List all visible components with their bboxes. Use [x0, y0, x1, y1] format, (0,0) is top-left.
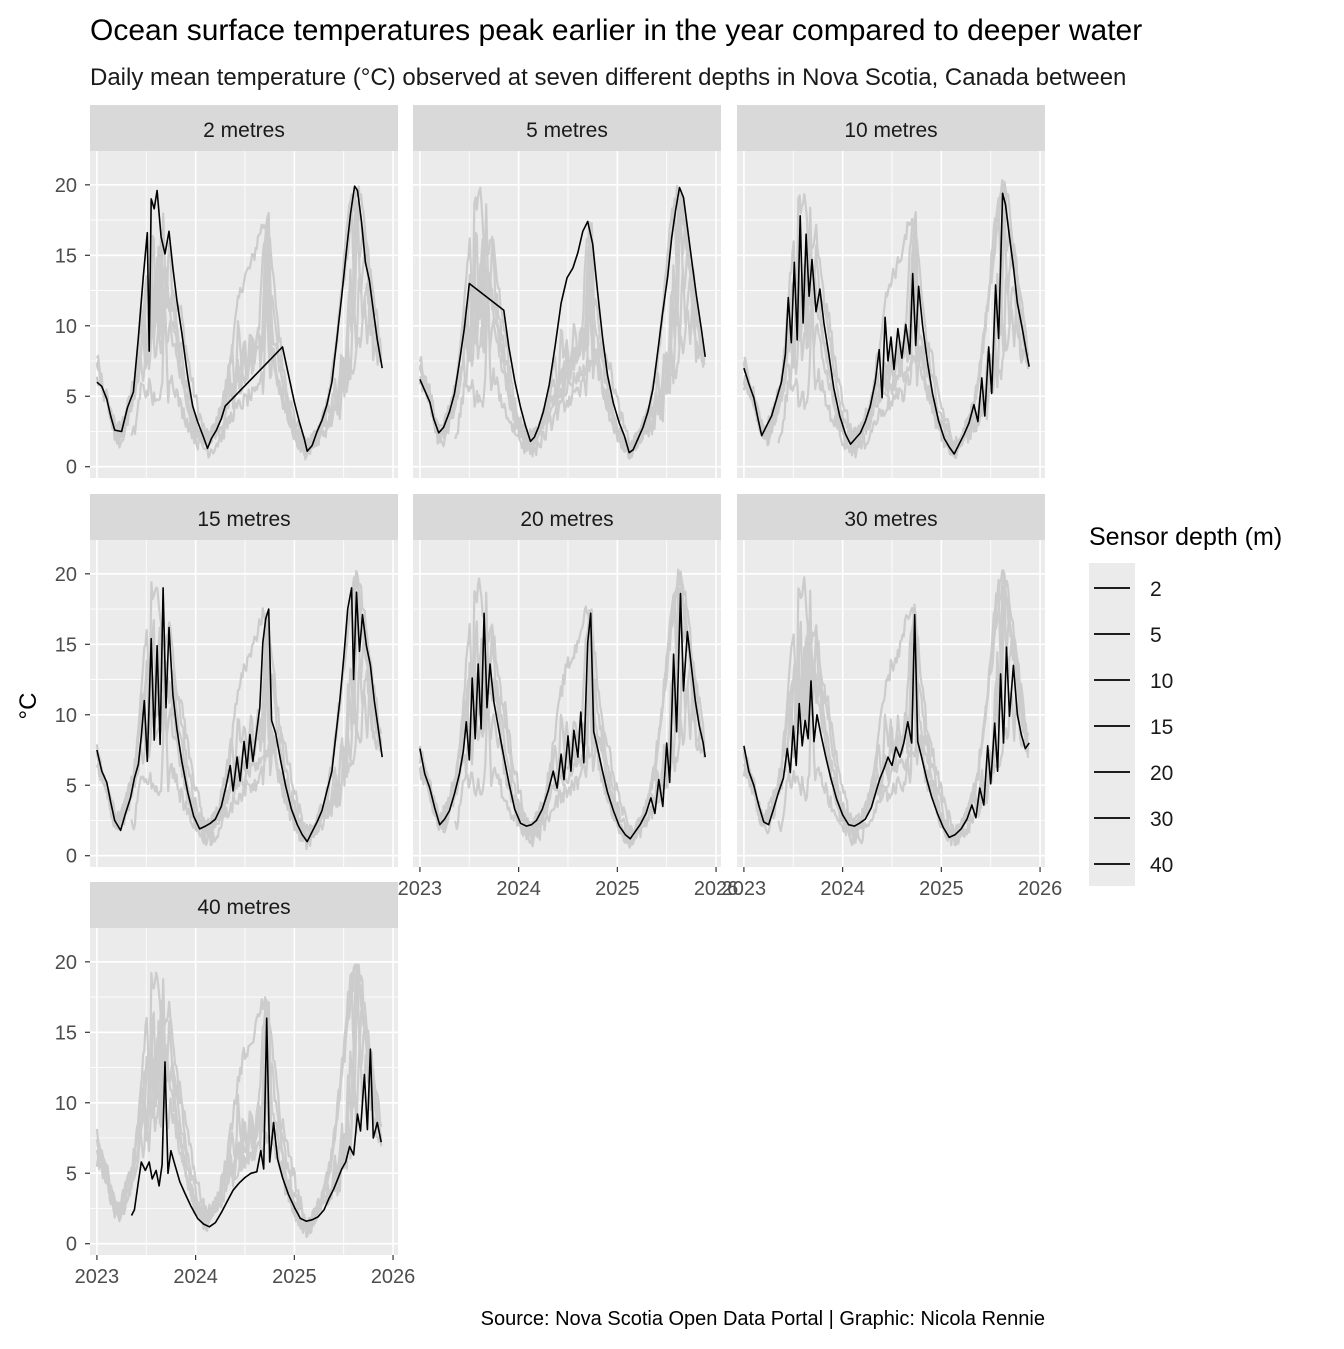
background-series-line	[130, 646, 382, 847]
background-series-line	[95, 1009, 382, 1234]
facet-strip-label: 15 metres	[197, 508, 290, 531]
y-tick-label: 10	[55, 1093, 77, 1115]
background-series-line	[419, 570, 706, 847]
y-tick-label: 20	[55, 175, 77, 197]
legend-entry-label: 2	[1150, 578, 1162, 601]
facet-strip-label: 10 metres	[844, 119, 937, 142]
facet-strip-label: 30 metres	[844, 508, 937, 531]
y-tick-label: 10	[55, 316, 77, 338]
x-tick-label: 2024	[820, 878, 865, 900]
y-tick-label: 5	[66, 775, 77, 797]
facet-panel: 20 metres 2023 2024 2025 2026	[398, 494, 739, 900]
facet-strip	[90, 882, 398, 928]
highlight-series-line	[743, 192, 1030, 455]
facet-strip	[737, 494, 1045, 540]
legend-entry-label: 10	[1150, 670, 1173, 693]
x-tick-label: 2026	[694, 878, 739, 900]
y-tick-label: 15	[55, 245, 77, 267]
background-series-line	[418, 233, 706, 453]
y-tick-label: 10	[55, 705, 77, 727]
legend-entry-label: 20	[1150, 762, 1173, 785]
x-tick-label: 2023	[398, 878, 443, 900]
background-series-line	[418, 589, 706, 849]
highlight-series-line	[96, 587, 383, 843]
x-tick-label: 2025	[595, 878, 640, 900]
x-tick-label: 2024	[496, 878, 541, 900]
background-series-line	[777, 643, 1029, 847]
facet-strip-label: 2 metres	[203, 119, 285, 142]
chart-title: Ocean surface temperatures peak earlier …	[90, 14, 1142, 47]
facet-panel: 30 metres 2023 2024 2025 2026	[722, 494, 1063, 900]
facet-strip-label: 20 metres	[520, 508, 613, 531]
y-tick-label: 20	[55, 952, 77, 974]
facet-strip-label: 40 metres	[197, 896, 290, 919]
x-tick-label: 2023	[75, 1266, 120, 1288]
y-tick-label: 20	[55, 564, 77, 586]
facet-panel: 5 metres	[413, 105, 721, 478]
legend-key-background	[1089, 563, 1135, 886]
highlight-series-line	[743, 613, 1030, 839]
highlight-series-line	[419, 186, 706, 454]
y-tick-label: 15	[55, 634, 77, 656]
x-tick-label: 2026	[371, 1266, 416, 1288]
y-axis-title: °C	[15, 693, 42, 720]
facet-panel: 40 metres 0 5 10 15 20 2023 2024 2025 2026	[55, 882, 416, 1288]
legend-entry-label: 30	[1150, 808, 1173, 831]
chart-subtitle: Daily mean temperature (°C) observed at …	[90, 64, 1126, 91]
y-tick-label: 5	[66, 386, 77, 408]
panel-background	[737, 151, 1045, 478]
facet-panel: 2 metres 0 5 10 15 20	[55, 105, 398, 479]
background-series-line	[130, 250, 382, 459]
x-tick-label: 2025	[272, 1266, 317, 1288]
y-tick-label: 0	[66, 846, 77, 868]
x-tick-label: 2023	[722, 878, 767, 900]
facet-strip	[413, 494, 721, 540]
highlight-series-line	[419, 592, 706, 840]
y-tick-label: 5	[66, 1163, 77, 1185]
y-tick-label: 15	[55, 1022, 77, 1044]
facet-strip	[90, 494, 398, 540]
background-series-line	[743, 578, 1030, 847]
x-tick-label: 2026	[1018, 878, 1063, 900]
legend-entry-label: 15	[1150, 716, 1173, 739]
facet-strip	[413, 105, 721, 151]
background-series-line	[95, 963, 383, 1234]
facet-strip	[737, 105, 1045, 151]
legend-title: Sensor depth (m)	[1089, 523, 1282, 551]
y-tick-label: 0	[66, 1234, 77, 1256]
chart-caption: Source: Nova Scotia Open Data Portal | G…	[481, 1308, 1045, 1330]
highlight-series-line	[96, 185, 383, 452]
legend-entry-label: 40	[1150, 854, 1173, 877]
facet-panel: 10 metres	[737, 105, 1045, 478]
facet-strip-label: 5 metres	[526, 119, 608, 142]
x-tick-label: 2025	[919, 878, 964, 900]
panels-layer: 2 metres 0 5 10 15 20 5 metres 10 metres 15 metr…	[55, 105, 1063, 1288]
background-series-line	[454, 258, 705, 458]
facet-panel: 15 metres 0 5 10 15 20	[55, 494, 398, 868]
y-tick-label: 0	[66, 457, 77, 479]
legend: Sensor depth (m) 2 5 10 15 20 30 40	[1089, 523, 1282, 886]
background-series-line	[95, 580, 383, 846]
x-tick-label: 2024	[173, 1266, 218, 1288]
facet-strip	[90, 105, 398, 151]
legend-entry-label: 5	[1150, 624, 1162, 647]
highlight-series-line	[130, 1017, 382, 1228]
